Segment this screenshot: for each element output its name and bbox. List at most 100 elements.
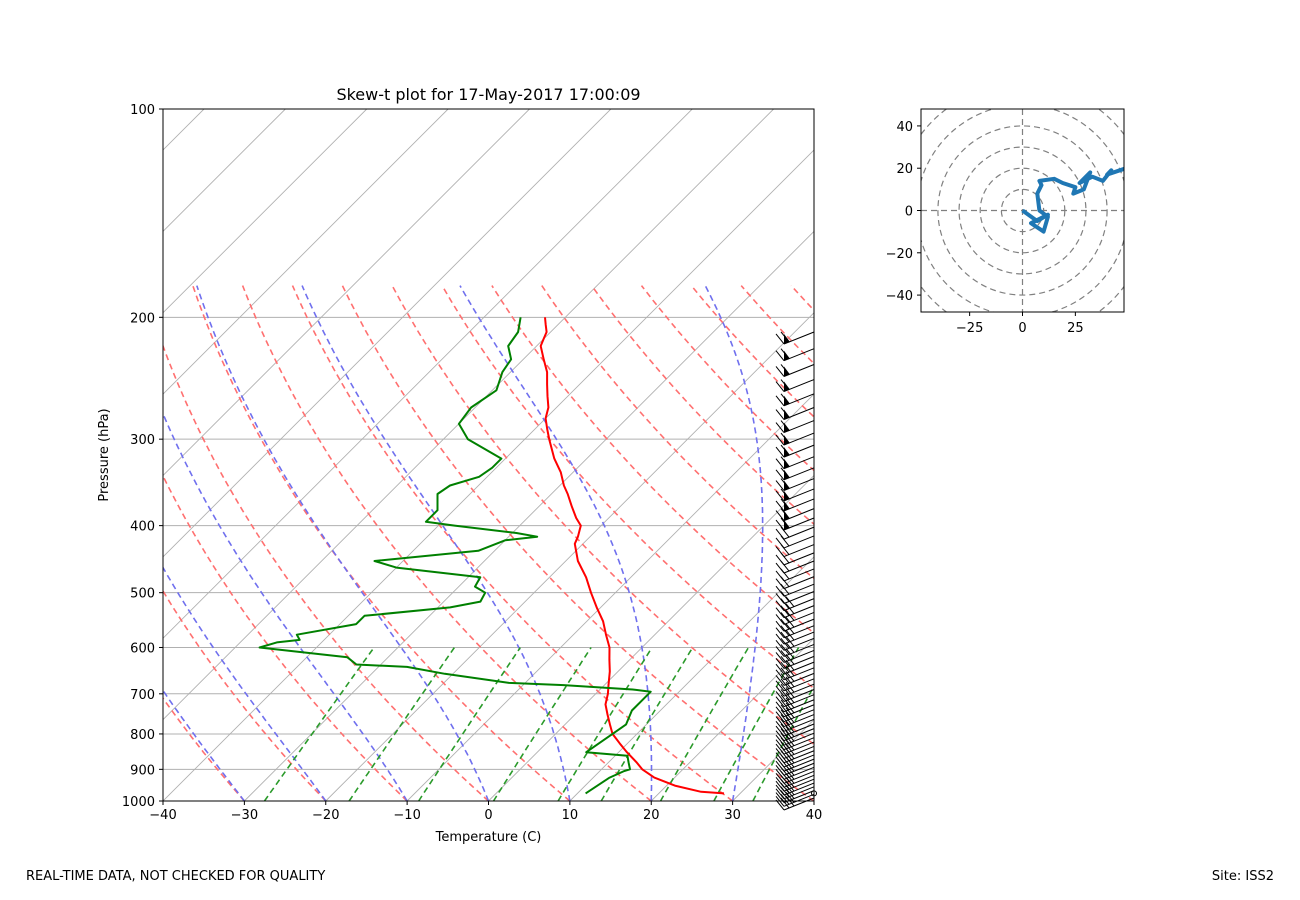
isotherm-line xyxy=(650,637,814,801)
wind-barb-flag xyxy=(785,697,795,709)
dewpoint-profile xyxy=(258,317,652,795)
wind-barb-flag xyxy=(775,633,785,645)
x-tick-label: −10 xyxy=(393,808,420,823)
wind-barb-flag xyxy=(775,652,785,663)
wind-barb-flag xyxy=(775,646,785,657)
isotherm-line xyxy=(488,474,814,801)
wind-barb-flag xyxy=(775,607,785,618)
wind-barb-flag xyxy=(775,769,785,780)
wind-barb-flag xyxy=(775,739,785,750)
isotherm-line xyxy=(163,109,449,395)
wind-barb-flag xyxy=(780,704,790,716)
wind-barb-flag xyxy=(775,446,785,458)
dry-adiabat xyxy=(291,285,734,801)
isotherm-line xyxy=(163,109,693,639)
skewt-grid xyxy=(163,109,1300,801)
hodograph-ring xyxy=(937,125,1108,296)
wind-barb-flag xyxy=(775,528,785,540)
skewt-plot-area xyxy=(163,109,814,801)
wind-barb-flag xyxy=(775,760,785,772)
wind-barb-flag xyxy=(780,699,790,711)
isotherm-line xyxy=(325,312,814,801)
wind-barb-pennant xyxy=(784,334,790,344)
wind-barb-flag xyxy=(775,675,785,686)
isotherm-line xyxy=(163,109,368,314)
wind-barb-flag xyxy=(775,434,785,446)
skewt-axis-ticks: −40 −30 −20 −10 0 10 20 30 40 1000 900 800 700 600 500… xyxy=(122,103,822,823)
isotherm-line xyxy=(163,109,774,721)
dry-adiabat xyxy=(163,343,490,801)
dry-adiabat xyxy=(391,285,814,746)
moist-adiabat xyxy=(459,285,653,801)
wind-barb-flag xyxy=(780,650,790,661)
wind-barb-flag xyxy=(785,707,795,719)
dry-adiabat xyxy=(891,286,1300,801)
wind-barb-flag xyxy=(775,711,785,723)
temperature-profile xyxy=(539,317,725,795)
wind-barb-flag xyxy=(775,764,785,776)
wind-barb-pennant xyxy=(784,520,790,530)
mixing-ratio-line xyxy=(557,647,653,801)
dry-adiabat xyxy=(1090,286,1300,801)
isotherm-line xyxy=(244,230,814,801)
isotherm-line xyxy=(163,109,286,233)
dry-adiabat xyxy=(241,285,652,801)
wind-barb-flag xyxy=(775,734,785,746)
wind-barb-flag xyxy=(785,659,795,671)
x-tick-label: 20 xyxy=(643,808,660,823)
y-tick-label: 500 xyxy=(130,587,155,602)
hodo-x-tick-label: −25 xyxy=(956,321,983,336)
wind-barb-flag xyxy=(775,562,785,574)
wind-barb-flag xyxy=(780,728,790,739)
wind-barb-flag xyxy=(775,409,785,420)
wind-barb-pennant xyxy=(784,366,790,377)
mixing-ratio-line xyxy=(659,647,750,801)
wind-barb-flag xyxy=(785,596,795,607)
data-quality-note: REAL-TIME DATA, NOT CHECKED FOR QUALITY xyxy=(26,869,326,884)
y-tick-label: 200 xyxy=(130,311,155,326)
y-tick-label: 600 xyxy=(130,641,155,656)
wind-barb-pennant xyxy=(784,409,790,420)
wind-barb-flag xyxy=(775,578,785,589)
wind-barb-flag xyxy=(780,673,790,684)
wind-barb-flag xyxy=(775,469,785,481)
wind-barb-flag xyxy=(775,680,785,692)
wind-barb-pennant xyxy=(784,381,790,392)
wind-barb-flag xyxy=(775,570,785,582)
wind-barb-flag xyxy=(775,366,785,377)
wind-barb-flag xyxy=(785,717,795,728)
wind-barb-pennant xyxy=(784,435,790,446)
wind-barb-pennant xyxy=(784,350,790,361)
dry-adiabat xyxy=(941,286,1300,801)
hodograph-axis-ticks: −25 0 25 40 20 0 −20 −40 xyxy=(886,120,1084,336)
wind-barb-flag xyxy=(780,689,790,700)
wind-barb-flag xyxy=(775,773,785,784)
x-tick-label: 0 xyxy=(484,808,492,823)
wind-barb-flag xyxy=(775,333,785,345)
hodo-y-tick-label: 0 xyxy=(905,205,913,220)
wind-barb-flag xyxy=(780,661,790,673)
x-tick-label: −20 xyxy=(312,808,339,823)
wind-barb-flag xyxy=(775,701,785,713)
wind-barb-flag xyxy=(775,500,785,512)
wind-barb-flag xyxy=(780,694,790,705)
wind-barb-flag xyxy=(775,743,785,755)
wind-barb-flag xyxy=(775,706,785,718)
wind-barb-flag xyxy=(775,721,785,732)
hodo-x-tick-label: 25 xyxy=(1067,321,1084,336)
wind-barb-flag xyxy=(780,656,790,667)
dry-adiabat xyxy=(590,285,814,526)
site-label: Site: ISS2 xyxy=(1211,869,1274,884)
mixing-ratio-line xyxy=(348,647,456,801)
wind-barb-flag xyxy=(775,730,785,741)
dry-adiabat xyxy=(1040,286,1300,801)
wind-barb-flag xyxy=(775,585,785,597)
dry-adiabat xyxy=(1140,286,1300,801)
x-tick-label: 30 xyxy=(724,808,741,823)
wind-barb-flag xyxy=(775,537,785,549)
x-axis-label: Temperature (C) xyxy=(435,830,542,845)
wind-barb-flag xyxy=(775,669,785,681)
dry-adiabat xyxy=(341,285,814,801)
dry-adiabat xyxy=(740,285,814,365)
wind-barb-flag xyxy=(780,714,790,725)
